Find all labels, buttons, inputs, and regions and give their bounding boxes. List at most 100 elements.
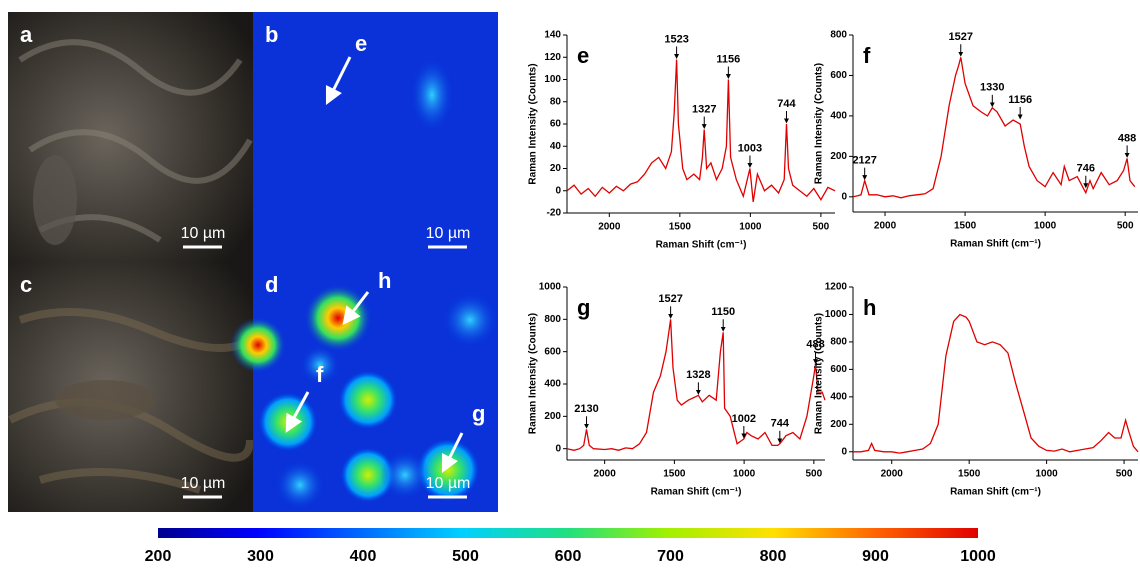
peak-label: 1330 xyxy=(980,82,1004,94)
x-tick-label: 1000 xyxy=(739,222,762,233)
arrow xyxy=(325,56,352,106)
y-tick-label: 600 xyxy=(544,346,561,357)
x-axis-label: Raman Shift (cm⁻¹) xyxy=(651,487,742,498)
y-tick-label: 1200 xyxy=(825,282,848,293)
x-tick-label: 500 xyxy=(1117,221,1134,232)
y-axis-label: Raman Intensity (Counts) xyxy=(814,63,825,184)
y-tick-label: -20 xyxy=(547,208,562,219)
x-tick-label: 1500 xyxy=(958,469,981,480)
y-tick-label: 200 xyxy=(544,411,561,422)
x-tick-label: 500 xyxy=(805,469,822,480)
panel-label: d xyxy=(265,272,278,297)
colorbar-tick-label: 600 xyxy=(555,548,582,565)
y-tick-label: 20 xyxy=(550,163,562,174)
chart-label: h xyxy=(863,295,876,320)
peak-label: 1150 xyxy=(711,306,735,318)
x-tick-label: 1000 xyxy=(1034,221,1057,232)
peak-label: 744 xyxy=(777,98,796,110)
colorbar-tick-label: 700 xyxy=(657,548,684,565)
peak-label: 1523 xyxy=(664,33,688,45)
arrow xyxy=(342,291,370,326)
peak-label: 1156 xyxy=(1008,94,1032,106)
x-tick-label: 1000 xyxy=(733,469,756,480)
y-tick-label: 400 xyxy=(544,379,561,390)
spectrum-line xyxy=(566,59,836,202)
chart-label: g xyxy=(577,295,590,320)
scale-bar-label: 10 µm xyxy=(426,475,471,492)
x-tick-label: 2000 xyxy=(594,469,617,480)
x-tick-label: 2000 xyxy=(598,222,621,233)
x-tick-label: 1000 xyxy=(1035,469,1058,480)
colorbar-tick-label: 800 xyxy=(760,548,787,565)
peak-label: 1527 xyxy=(658,293,682,305)
colorbar-tick-label: 200 xyxy=(145,548,172,565)
x-tick-label: 1500 xyxy=(954,221,977,232)
arrow-label: h xyxy=(378,268,391,293)
x-tick-label: 2000 xyxy=(874,221,897,232)
colorbar-tick-label: 500 xyxy=(452,548,479,565)
spectrum-line xyxy=(852,57,1136,199)
scale-bar-label: 10 µm xyxy=(181,225,226,242)
colorbar-tick-label: 400 xyxy=(350,548,377,565)
peak-label: 1156 xyxy=(716,53,740,65)
chart-label: f xyxy=(863,43,871,68)
colorbar xyxy=(158,528,978,538)
y-tick-label: 800 xyxy=(830,30,847,41)
peak-label: 1327 xyxy=(692,103,716,115)
x-axis-label: Raman Shift (cm⁻¹) xyxy=(656,240,747,251)
y-tick-label: 0 xyxy=(841,446,847,457)
y-tick-label: 1000 xyxy=(539,282,562,293)
scale-bar-label: 10 µm xyxy=(181,475,226,492)
y-tick-label: 200 xyxy=(830,419,847,430)
panel-label: a xyxy=(20,22,33,47)
y-tick-label: 60 xyxy=(550,119,562,130)
micrograph-images xyxy=(8,12,498,512)
peak-label: 1002 xyxy=(732,413,756,425)
x-tick-label: 500 xyxy=(813,222,830,233)
arrow-label: g xyxy=(472,401,485,426)
y-tick-label: 400 xyxy=(830,111,847,122)
x-tick-label: 500 xyxy=(1116,469,1133,480)
y-axis-label: Raman Intensity (Counts) xyxy=(528,313,539,434)
y-tick-label: 600 xyxy=(830,364,847,375)
x-axis-label: Raman Shift (cm⁻¹) xyxy=(950,487,1041,498)
panel-label: b xyxy=(265,22,278,47)
y-tick-label: 80 xyxy=(550,96,562,107)
y-tick-label: 40 xyxy=(550,141,562,152)
arrow-label: e xyxy=(355,31,367,56)
x-tick-label: 1500 xyxy=(663,469,686,480)
peak-label: 744 xyxy=(771,418,790,430)
y-tick-label: 0 xyxy=(555,443,561,454)
arrow xyxy=(285,391,310,433)
scale-bar-label: 10 µm xyxy=(426,225,471,242)
colorbar-tick-label: 1000 xyxy=(960,548,996,565)
y-tick-label: 0 xyxy=(841,191,847,202)
peak-label: 488 xyxy=(1118,132,1136,144)
y-tick-label: 100 xyxy=(544,74,561,85)
x-tick-label: 1500 xyxy=(669,222,692,233)
x-tick-label: 2000 xyxy=(881,469,904,480)
spectrum-line xyxy=(853,313,1139,454)
y-tick-label: 200 xyxy=(830,151,847,162)
peak-label: 1328 xyxy=(686,369,710,381)
chart-label: e xyxy=(577,43,589,68)
peak-label: 2130 xyxy=(574,403,598,415)
y-tick-label: 120 xyxy=(544,52,561,63)
peak-label: 2127 xyxy=(852,155,876,167)
colorbar-tick-label: 300 xyxy=(247,548,274,565)
arrow xyxy=(441,432,464,474)
peak-label: 1003 xyxy=(738,142,762,154)
peak-label: 746 xyxy=(1077,163,1095,175)
peak-label: 488 xyxy=(806,339,824,351)
y-axis-label: Raman Intensity (Counts) xyxy=(814,313,825,434)
spectrum-line xyxy=(566,319,826,451)
y-tick-label: 800 xyxy=(544,314,561,325)
x-axis-label: Raman Shift (cm⁻¹) xyxy=(950,239,1041,250)
y-tick-label: 600 xyxy=(830,70,847,81)
y-tick-label: 800 xyxy=(830,337,847,348)
arrow-label: f xyxy=(316,362,324,387)
y-tick-label: 1000 xyxy=(825,309,848,320)
peak-label: 1527 xyxy=(949,31,973,43)
y-tick-label: 400 xyxy=(830,391,847,402)
